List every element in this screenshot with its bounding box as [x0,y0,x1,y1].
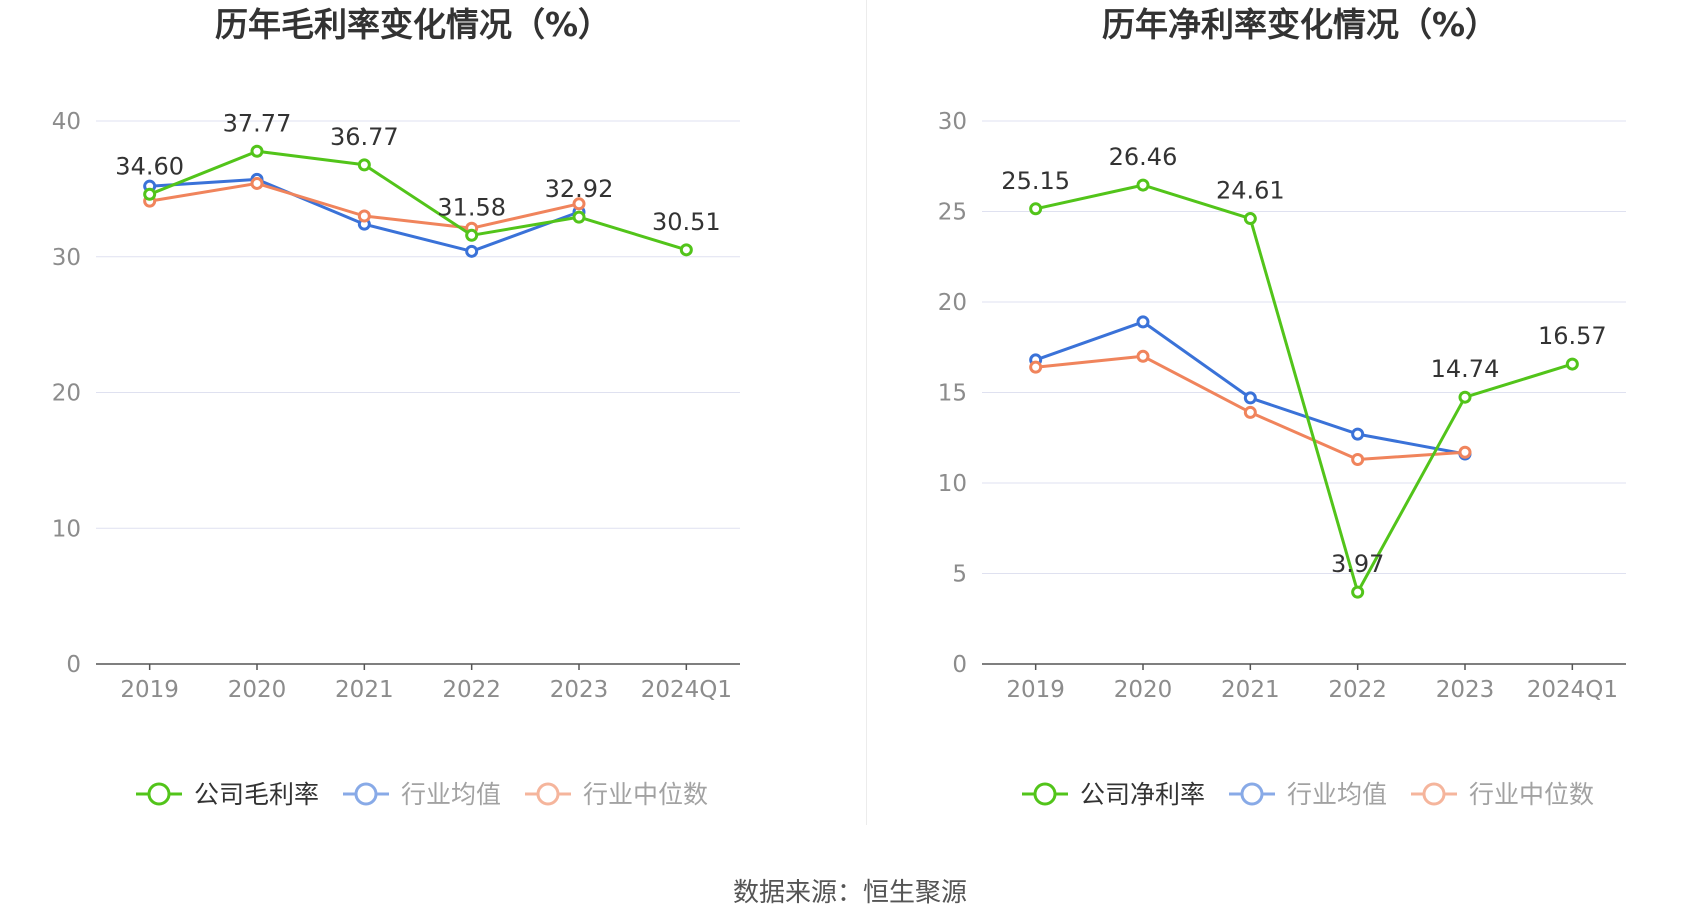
chart1-point-company [357,158,371,172]
legend-label: 行业中位数 [1469,780,1594,809]
chart2-point-industry_avg [1351,427,1365,441]
data-source-note: 数据来源：恒生聚源 [732,878,967,908]
legend-marker-icon [536,782,560,806]
legend-label: 公司毛利率 [194,780,319,809]
chart1-x-tick-label: 2024Q1 [641,677,732,703]
chart2-data-label: 14.74 [1431,355,1500,383]
chart2-point-company [1565,357,1579,371]
chart1-legend-item-industry_avg[interactable]: 行业均值 [343,780,501,809]
chart2-data-label: 3.97 [1331,550,1384,578]
chart2-point-company [1458,390,1472,404]
chart2-data-label: 24.61 [1216,177,1285,205]
chart1-y-tick-label: 20 [52,381,81,407]
chart2-data-label: 26.46 [1109,143,1178,171]
chart1-x-tick-label: 2022 [442,677,501,703]
chart2-point-industry_median [1029,360,1043,374]
chart2-point-industry_avg [1243,391,1257,405]
legend-label: 公司净利率 [1080,780,1205,809]
chart2-point-company [1136,178,1150,192]
chart2-x-tick-label: 2021 [1221,677,1280,703]
legend-marker-icon [147,782,171,806]
chart1-point-industry_median [250,176,264,190]
chart1-legend-item-company[interactable]: 公司毛利率 [136,780,319,809]
chart2-data-label: 25.15 [1001,167,1070,195]
chart2-y-tick-label: 30 [938,109,967,135]
chart1-y-tick-label: 40 [52,109,81,135]
chart2-series-line-company [1035,183,1573,594]
chart2-legend-item-company[interactable]: 公司净利率 [1022,780,1205,809]
chart1-point-company [250,144,264,158]
chart2-x-tick-label: 2020 [1114,677,1173,703]
chart1-y-tick-label: 30 [52,245,81,271]
chart2-x-tick-label: 2024Q1 [1527,677,1618,703]
chart2-legend-item-industry_median[interactable]: 行业中位数 [1411,780,1594,809]
chart1-x-tick-label: 2019 [120,677,179,703]
chart1-data-label: 31.58 [437,193,506,221]
chart2-point-company [1351,585,1365,599]
chart2-title: 历年净利率变化情况（%） [1102,5,1498,44]
chart2-x-tick-label: 2023 [1436,677,1495,703]
chart2-x-tick-label: 2019 [1006,677,1065,703]
legend-label: 行业均值 [1287,780,1387,809]
chart1-x-tick-label: 2021 [335,677,394,703]
chart1-data-label: 32.92 [545,175,614,203]
chart2-point-company [1029,202,1043,216]
chart2-point-industry_median [1351,452,1365,466]
legend-marker-icon [1422,782,1446,806]
chart2-point-industry_median [1136,349,1150,363]
legend-marker-icon [1240,782,1264,806]
chart2-point-industry_avg [1136,315,1150,329]
panel-divider [866,0,867,825]
chart1-data-label: 37.77 [223,109,292,137]
chart1-series-line-company [149,149,687,252]
chart1-legend-item-industry_median[interactable]: 行业中位数 [525,780,708,809]
chart2-point-company [1243,212,1257,226]
chart1-point-company [143,187,157,201]
chart2-y-tick-label: 5 [952,562,967,588]
legend-marker-icon [1033,782,1057,806]
chart2-y-tick-label: 0 [952,652,967,678]
chart1-data-label: 36.77 [330,123,399,151]
chart2-y-tick-label: 15 [938,381,967,407]
chart2-y-tick-label: 20 [938,290,967,316]
chart1-data-label: 34.60 [115,152,184,180]
chart1-point-company [465,228,479,242]
chart1-data-label: 30.51 [652,208,721,236]
chart1-y-tick-label: 10 [52,516,81,542]
chart2-legend-item-industry_avg[interactable]: 行业均值 [1229,780,1387,809]
chart1-point-industry_median [357,209,371,223]
legend-marker-icon [354,782,378,806]
chart1-x-tick-label: 2023 [550,677,609,703]
chart1-point-company [572,210,586,224]
chart2-data-label: 16.57 [1538,322,1607,350]
chart2-y-tick-label: 10 [938,471,967,497]
chart1-point-company [679,243,693,257]
chart2-x-tick-label: 2022 [1328,677,1387,703]
legend-label: 行业中位数 [583,780,708,809]
chart1-x-tick-label: 2020 [228,677,287,703]
chart1-title: 历年毛利率变化情况（%） [215,5,611,44]
chart1-y-tick-label: 0 [66,652,81,678]
chart2-point-industry_median [1458,445,1472,459]
chart2-series-line-industry_avg [1035,320,1466,456]
chart2-point-industry_median [1243,405,1257,419]
chart1-point-industry_median [572,197,586,211]
chart1-point-industry_avg [465,244,479,258]
chart2-y-tick-label: 25 [938,200,967,226]
legend-label: 行业均值 [401,780,501,809]
